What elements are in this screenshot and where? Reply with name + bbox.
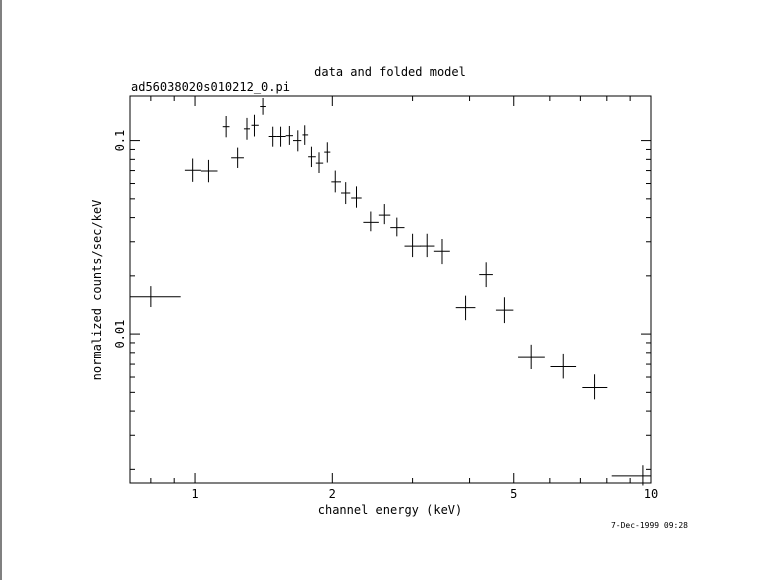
data-point xyxy=(200,159,218,183)
data-point xyxy=(582,374,608,400)
data-point xyxy=(293,130,302,152)
x-tick-label: 5 xyxy=(510,487,517,501)
x-axis-label: channel energy (keV) xyxy=(318,503,463,517)
data-point xyxy=(231,147,244,168)
y-tick-label: 0.01 xyxy=(113,320,127,349)
data-point xyxy=(351,186,362,208)
plot-area xyxy=(129,95,652,484)
y-tick-label: 0.1 xyxy=(113,130,127,152)
data-point xyxy=(611,465,651,486)
data-point xyxy=(315,152,324,174)
data-point xyxy=(251,114,259,137)
data-point xyxy=(302,125,309,145)
x-tick-label: 10 xyxy=(644,487,658,501)
y-axis: 0.01 0.1 xyxy=(113,130,651,470)
chart-subtitle: ad56038020s010212_0.pi xyxy=(131,80,290,94)
data-point xyxy=(479,262,493,288)
data-point xyxy=(308,146,316,168)
data-point xyxy=(363,211,379,232)
data-point xyxy=(243,117,251,140)
data-point xyxy=(404,233,421,258)
data-point xyxy=(341,182,351,205)
data-point xyxy=(276,126,286,147)
data-point xyxy=(518,344,545,370)
timestamp: 7-Dec-1999 09:28 xyxy=(611,521,688,530)
data-point xyxy=(550,353,577,379)
data-point xyxy=(268,126,277,147)
data-point xyxy=(324,142,331,163)
y-axis-label: normalized counts/sec/keV xyxy=(90,200,104,381)
chart-title: data and folded model xyxy=(314,65,466,79)
x-tick-label: 2 xyxy=(329,487,336,501)
data-series xyxy=(130,98,651,486)
data-point xyxy=(260,98,266,115)
data-point xyxy=(222,115,230,138)
x-axis: 1 2 5 10 xyxy=(150,96,658,501)
data-point xyxy=(420,233,435,258)
data-point xyxy=(285,125,294,145)
data-point xyxy=(495,297,514,324)
data-point xyxy=(184,158,201,182)
data-point xyxy=(455,295,476,321)
x-tick-label: 1 xyxy=(191,487,198,501)
data-point xyxy=(433,239,450,265)
data-point xyxy=(331,170,342,193)
data-point xyxy=(390,217,405,237)
data-point xyxy=(378,204,391,225)
data-point xyxy=(130,286,181,308)
